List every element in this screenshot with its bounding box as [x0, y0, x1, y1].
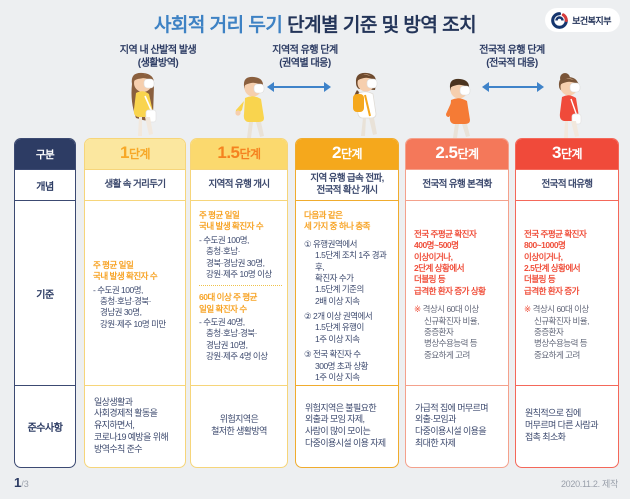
stage2-criteria: 다음과 같은 세 가지 중 하나 충족 ① 유행권역에서 1.5단계 조치 1주… [296, 200, 398, 385]
stage3-criteria-heading: 전국 주평균 확진자 800~1000명 이상이거나, 2.5단계 상황에서 더… [524, 228, 587, 296]
stage1-5-criteria-heading1: 주 평균 일일 국내 발생 확진자 수 [199, 210, 264, 232]
stage1-compliance: 일상생활과 사회경제적 활동을 유지하면서, 코로나19 예방을 위해 방역수칙… [85, 385, 185, 466]
stage2-5-criteria-note: ※ 격상시 60대 이상 신규확진자 비율, 중증환자 병상수용능력 등 중요하게… [414, 304, 479, 360]
stage1-5-header: 1.5 단계 [191, 139, 287, 169]
stage1-5-concept: 지역적 유행 개시 [191, 169, 287, 200]
stage3-column: 3 단계 전국적 대유행 전국 주평균 확진자 800~1000명 이상이거나, … [515, 138, 619, 468]
stage1-5-criteria-heading2: 60대 이상 주 평균 일일 확진자 수 [199, 292, 257, 314]
stage2-header: 2 단계 [296, 139, 398, 169]
stage1-5-compliance: 위험지역은 철저한 생활방역 [191, 385, 287, 466]
stage1-column: 1 단계 생활 속 거리두기 주 평균 일일 국내 발생 확진자 수 - 수도권 … [84, 138, 186, 468]
stage1-criteria: 주 평균 일일 국내 발생 확진자 수 - 수도권 100명, 충청·호남·경북… [85, 200, 185, 385]
stage2-concept: 지역 유행 급속 전파, 전국적 확산 개시 [296, 169, 398, 200]
creation-date: 2020.11.2. 제작 [560, 479, 618, 489]
person-man-orange-illustration [428, 76, 486, 145]
stage1-criteria-heading: 주 평균 일일 국내 발생 확진자 수 [93, 259, 158, 282]
phase-label-regional: 지역적 유행 단계 (권역별 대응) [272, 45, 338, 69]
page-title: 사회적 거리 두기 단계별 기준 및 방역 조치 [0, 10, 630, 37]
stage1-header: 1 단계 [85, 139, 185, 169]
row-label-criteria: 기준 [15, 200, 75, 385]
stage2-compliance: 위험지역은 불필요한 외출과 모임 자제, 사람이 많이 모이는 다중이용시설 … [296, 385, 398, 466]
government-symbol-icon [551, 11, 568, 29]
stage3-concept: 전국적 대유행 [516, 169, 618, 200]
stage3-criteria-note: ※ 격상시 60대 이상 신규확진자 비율, 중증환자 병상수용능력 등 중요하게… [524, 304, 589, 360]
stage2-5-criteria: 전국 주평균 확진자 400명~500명 이상이거나, 2단계 상황에서 더블링… [406, 200, 508, 385]
stage2-criteria-heading: 다음과 같은 세 가지 중 하나 충족 [304, 210, 371, 232]
person-man-yellow-illustration [222, 74, 280, 145]
ministry-logo-label: 보건복지부 [572, 15, 611, 26]
dotted-divider [199, 285, 282, 287]
corner-header: 구분 [15, 139, 75, 169]
stage2-5-concept: 전국적 유행 본격화 [406, 169, 508, 200]
ministry-logo: 보건복지부 [545, 8, 620, 32]
phase-label-nationwide: 전국적 유행 단계 (전국적 대응) [479, 45, 545, 69]
stage1-5-criteria-body2: - 수도권 40명, 충청·호남·경북· 경남권 10명, 강원·제주 4명 이… [199, 317, 268, 362]
row-label-concept: 개념 [15, 169, 75, 200]
title-highlight: 사회적 거리 두기 [153, 15, 283, 36]
stage1-5-criteria-body1: - 수도권 100명, 충청·호남· 경북·경남권 30명, 강원·제주 10명… [199, 234, 272, 279]
stage2-criteria-item1: ① 유행권역에서 1.5단계 조치 1주 경과 후, 확진자 수가 1.5단계 … [304, 238, 387, 306]
stage1-5-criteria: 주 평균 일일 국내 발생 확진자 수 - 수도권 100명, 충청·호남· 경… [191, 200, 287, 385]
stage3-compliance: 원칙적으로 집에 머무르며 다른 사람과 접촉 최소화 [516, 385, 618, 466]
stage2-5-column: 2.5 단계 전국적 유행 본격화 전국 주평균 확진자 400명~500명 이상… [405, 138, 509, 468]
title-rest: 단계별 기준 및 방역 조치 [282, 15, 477, 36]
stage1-concept: 생활 속 거리두기 [85, 169, 185, 200]
page-number: 1/3 [14, 475, 29, 490]
row-label-column: 구분 개념 기준 준수사항 [14, 138, 76, 468]
stage2-5-header: 2.5 단계 [406, 139, 508, 169]
note-mark: ※ [414, 304, 421, 315]
note-mark: ※ [524, 304, 531, 315]
stage2-criteria-item3: ③ 전국 확진자 수 300명 초과 상황 1주 이상 지속 [304, 349, 369, 382]
person-woman-backpack-illustration [335, 70, 393, 145]
person-woman-yellow-bag-illustration [112, 70, 170, 145]
distance-arrow-icon [481, 80, 545, 98]
stage1-5-column: 1.5 단계 지역적 유행 개시 주 평균 일일 국내 발생 확진자 수 - 수도… [190, 138, 288, 468]
stage3-header: 3 단계 [516, 139, 618, 169]
stage3-criteria: 전국 주평균 확진자 800~1000명 이상이거나, 2.5단계 상황에서 더… [516, 200, 618, 385]
stage2-column: 2 단계 지역 유행 급속 전파, 전국적 확산 개시 다음과 같은 세 가지 중… [295, 138, 399, 468]
stage2-criteria-item2: ② 2개 이상 권역에서 1.5단계 유행이 1주 이상 지속 [304, 311, 373, 344]
stage2-5-compliance: 가급적 집에 머무르며 외출·모임과 다중이용시설 이용을 최대한 자제 [406, 385, 508, 466]
row-label-compliance: 준수사항 [15, 385, 75, 466]
person-woman-red-illustration [538, 72, 596, 145]
phase-label-sporadic: 지역 내 산발적 발생 (생활방역) [119, 45, 197, 69]
distance-arrow-icon [266, 80, 332, 98]
stage2-5-criteria-heading: 전국 주평균 확진자 400명~500명 이상이거나, 2단계 상황에서 더블링… [414, 228, 486, 296]
stage1-criteria-body: - 수도권 100명, 충청·호남·경북· 경남권 30명, 강원·제주 10명… [93, 284, 166, 329]
